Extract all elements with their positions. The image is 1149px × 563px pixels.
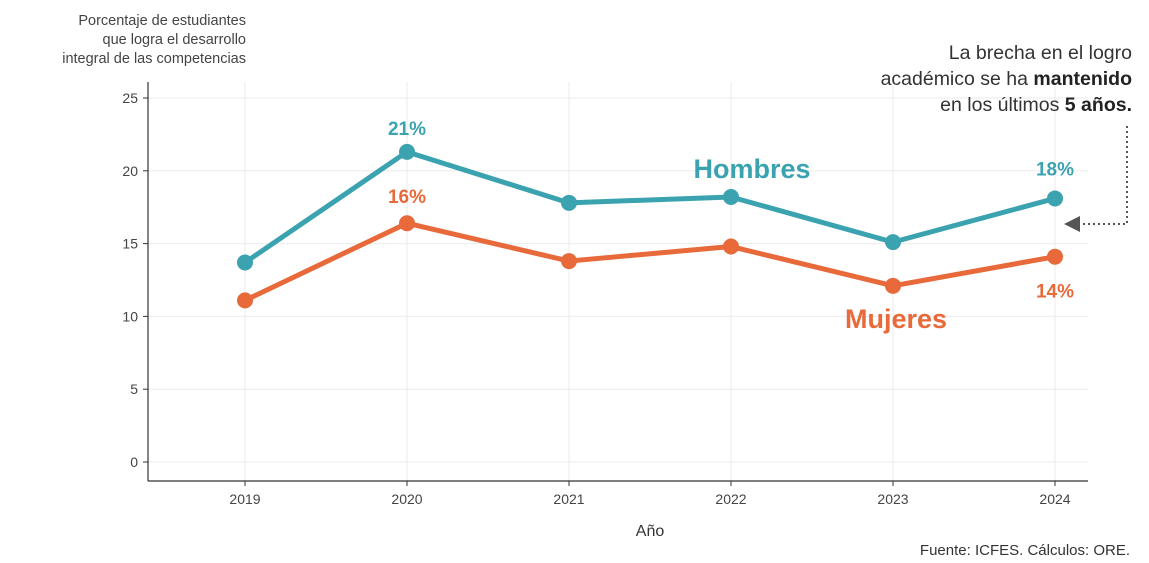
data-point-hombres bbox=[723, 189, 739, 206]
axes bbox=[143, 82, 1088, 486]
y-tick-label: 25 bbox=[122, 90, 138, 106]
x-tick-label: 2020 bbox=[391, 491, 422, 507]
x-tick-label: 2023 bbox=[877, 491, 908, 507]
annotation-bold-text: mantenido bbox=[1033, 68, 1132, 90]
x-tick-label: 2022 bbox=[715, 491, 746, 507]
y-axis-label-line: que logra el desarrollo bbox=[102, 32, 246, 48]
data-point-hombres bbox=[237, 254, 253, 271]
data-point-hombres bbox=[399, 143, 415, 160]
data-point-mujeres bbox=[1047, 248, 1063, 265]
series-label-hombres: Hombres bbox=[693, 154, 810, 184]
y-axis-label-line: integral de las competencias bbox=[62, 51, 246, 67]
x-axis-label: Año bbox=[636, 523, 665, 540]
data-point-hombres bbox=[1047, 190, 1063, 207]
y-tick-label: 10 bbox=[122, 308, 138, 324]
series-labels: Hombres Mujeres bbox=[693, 154, 947, 334]
data-point-mujeres bbox=[399, 215, 415, 232]
series-group bbox=[237, 143, 1063, 309]
series-line-mujeres bbox=[242, 220, 1058, 303]
data-point-mujeres bbox=[237, 292, 253, 309]
y-axis-label: Porcentaje de estudiantes que logra el d… bbox=[8, 12, 246, 69]
y-tick-label: 0 bbox=[130, 454, 138, 470]
series-label-mujeres: Mujeres bbox=[845, 304, 947, 334]
series-line-hombres bbox=[242, 149, 1058, 266]
annotation-line-2: académico se ha mantenido bbox=[712, 66, 1132, 92]
x-tick-label: 2021 bbox=[553, 491, 584, 507]
x-tick-labels: 2019 2020 2021 2022 2023 2024 bbox=[229, 491, 1070, 507]
data-point-hombres bbox=[561, 194, 577, 211]
annotation-text: académico se ha bbox=[880, 68, 1034, 90]
data-point-hombres bbox=[885, 234, 901, 251]
point-label: 16% bbox=[388, 187, 426, 208]
point-label: 18% bbox=[1036, 159, 1074, 180]
annotation-text: La brecha en el logro bbox=[948, 42, 1132, 64]
annotation-bold-text: 5 años. bbox=[1064, 94, 1132, 116]
source-note: Fuente: ICFES. Cálculos: ORE. bbox=[919, 542, 1130, 559]
y-axis-label-line: Porcentaje de estudiantes bbox=[78, 13, 246, 29]
y-tick-label: 20 bbox=[122, 163, 138, 179]
point-label: 14% bbox=[1036, 282, 1074, 303]
y-tick-label: 15 bbox=[122, 236, 138, 252]
data-point-mujeres bbox=[885, 277, 901, 294]
point-label: 21% bbox=[388, 119, 426, 140]
annotation-text: en los últimos bbox=[940, 94, 1065, 116]
x-tick-label: 2024 bbox=[1039, 491, 1070, 507]
data-point-mujeres bbox=[561, 253, 577, 270]
y-tick-labels: 0 5 10 15 20 25 bbox=[122, 90, 138, 470]
data-point-mujeres bbox=[723, 238, 739, 255]
annotation-line-3: en los últimos 5 años. bbox=[712, 92, 1132, 118]
annotation-line-1: La brecha en el logro bbox=[712, 40, 1132, 66]
grid-lines bbox=[148, 82, 1088, 481]
gap-annotation: La brecha en el logro académico se ha ma… bbox=[712, 40, 1132, 118]
x-tick-label: 2019 bbox=[229, 491, 260, 507]
y-tick-label: 5 bbox=[130, 381, 138, 397]
annotation-arrow bbox=[1064, 126, 1128, 232]
point-labels: 21% 18% 16% 14% bbox=[388, 119, 1074, 303]
